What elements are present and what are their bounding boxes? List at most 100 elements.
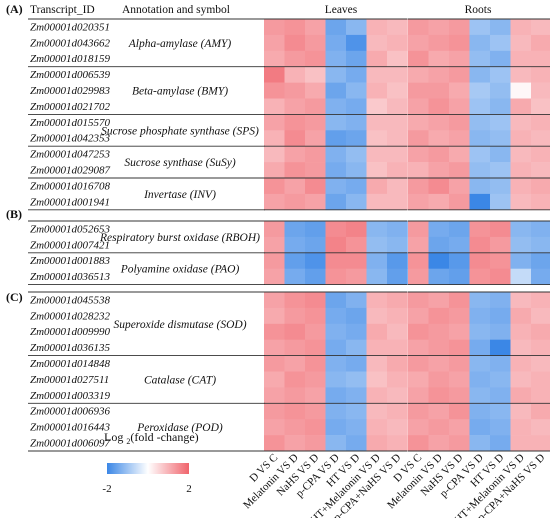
heatmap-cell-roots xyxy=(531,252,550,269)
heatmap-cell-leaves xyxy=(325,371,347,388)
heatmap-cell-roots xyxy=(469,34,491,52)
heatmap-cell-roots xyxy=(449,292,470,309)
heatmap-cell-leaves xyxy=(366,236,388,254)
heatmap-cell-leaves xyxy=(325,292,347,309)
heatmap-cell-leaves xyxy=(284,387,306,404)
heatmap-cell-leaves xyxy=(325,162,347,179)
heatmap-cell-roots xyxy=(490,435,511,452)
heatmap-cell-leaves xyxy=(325,19,347,36)
heatmap-cell-leaves xyxy=(325,82,347,99)
gene-rows: Zm00001d020351 Zm00001d043662 Zm00001d0181… xyxy=(30,21,260,449)
heatmap-cell-roots xyxy=(510,162,532,179)
heatmap-cell-leaves xyxy=(366,252,388,269)
heatmap-cell-roots xyxy=(510,307,532,325)
heatmap-cell-leaves xyxy=(284,307,306,325)
heatmap-cells xyxy=(264,19,550,452)
heatmap-cell-roots xyxy=(428,34,450,52)
heatmap-cell-roots xyxy=(510,292,532,309)
heatmap-cell-roots xyxy=(469,339,491,356)
heatmap-cell-roots xyxy=(531,268,550,285)
heatmap-cell-leaves xyxy=(284,114,306,131)
heatmap-cell-roots xyxy=(469,82,491,99)
heatmap-cell-leaves xyxy=(325,130,347,147)
transcript-id-label: Zm00001d036513 xyxy=(30,271,111,283)
heatmap-cell-leaves xyxy=(264,403,285,420)
legend-min-label: -2 xyxy=(102,483,111,495)
heatmap-cell-leaves xyxy=(387,50,408,67)
heatmap-cell-leaves xyxy=(305,339,326,356)
heatmap-cell-roots xyxy=(449,193,470,211)
heatmap-cell-roots xyxy=(490,193,511,211)
heatmap-cell-leaves xyxy=(346,221,367,238)
heatmap-cell-leaves xyxy=(366,193,388,211)
heatmap-cell-roots xyxy=(449,130,470,147)
heatmap-cell-roots xyxy=(469,268,491,285)
heatmap-cell-roots xyxy=(490,419,511,436)
heatmap-cell-roots xyxy=(531,130,550,147)
heatmap-cell-leaves xyxy=(284,162,306,179)
heatmap-cell-leaves xyxy=(325,236,347,254)
heatmap-cell-leaves xyxy=(305,178,326,195)
heatmap-cell-leaves xyxy=(387,130,408,147)
heatmap-cell-roots xyxy=(469,114,491,131)
heatmap-cell-roots xyxy=(428,403,450,420)
panel-label-c: (C) xyxy=(6,290,23,304)
heatmap-cell-leaves xyxy=(305,114,326,131)
heatmap-cell-roots xyxy=(428,114,450,131)
heatmap-cell-roots xyxy=(408,66,429,83)
heatmap-cell-leaves xyxy=(346,268,367,285)
transcript-id-label: Zm00001d006097 xyxy=(30,438,111,450)
heatmap-cell-roots xyxy=(510,114,532,131)
heatmap-cell-roots xyxy=(531,236,550,254)
heatmap-cell-roots xyxy=(510,50,532,67)
heatmap-cell-leaves xyxy=(346,130,367,147)
heatmap-cell-roots xyxy=(428,130,450,147)
heatmap-cell-roots xyxy=(531,34,550,52)
heatmap-cell-roots xyxy=(449,162,470,179)
heatmap-cell-roots xyxy=(449,435,470,452)
annotation-label: Catalase (CAT) xyxy=(144,374,216,386)
heatmap-cell-leaves xyxy=(284,82,306,99)
heatmap-cell-leaves xyxy=(366,50,388,67)
annotation-label: Invertase (INV) xyxy=(143,189,216,201)
heatmap-cell-roots xyxy=(490,355,511,372)
heatmap-cell-leaves xyxy=(366,435,388,452)
heatmap-cell-leaves xyxy=(387,403,408,420)
heatmap-cell-leaves xyxy=(366,162,388,179)
heatmap-cell-leaves xyxy=(284,98,306,115)
heatmap-cell-leaves xyxy=(346,162,367,179)
heatmap-cell-leaves xyxy=(366,307,388,325)
heatmap-cell-leaves xyxy=(346,355,367,372)
heatmap-cell-leaves xyxy=(305,252,326,269)
heatmap-cell-roots xyxy=(490,221,511,238)
heatmap-cell-roots xyxy=(490,34,511,52)
heatmap-cell-leaves xyxy=(387,34,408,52)
heatmap-cell-leaves xyxy=(284,34,306,52)
heatmap-cell-leaves xyxy=(325,193,347,211)
transcript-id-label: Zm00001d042353 xyxy=(30,133,111,145)
heatmap-cell-roots xyxy=(490,236,511,254)
panel-label-a: (A) xyxy=(6,2,23,16)
heatmap-cell-leaves xyxy=(346,98,367,115)
heatmap-cell-roots xyxy=(449,252,470,269)
heatmap-cell-roots xyxy=(449,66,470,83)
heatmap-cell-leaves xyxy=(346,435,367,452)
heatmap-cell-roots xyxy=(510,19,532,36)
heatmap-cell-roots xyxy=(490,307,511,325)
heatmap-cell-leaves xyxy=(264,82,285,99)
heatmap-cell-leaves xyxy=(387,307,408,325)
heatmap-cell-roots xyxy=(449,98,470,115)
heatmap-cell-roots xyxy=(428,419,450,436)
heatmap-cell-roots xyxy=(531,323,550,340)
heatmap-cell-roots xyxy=(490,268,511,285)
heatmap-cell-leaves xyxy=(366,323,388,340)
heatmap-cell-roots xyxy=(510,268,532,285)
heatmap-cell-roots xyxy=(469,403,491,420)
heatmap-cell-leaves xyxy=(284,268,306,285)
heatmap-cell-roots xyxy=(469,19,491,36)
heatmap-cell-roots xyxy=(531,435,550,452)
transcript-id-label: Zm00001d021702 xyxy=(30,101,111,113)
heatmap-cell-roots xyxy=(449,146,470,163)
heatmap-cell-roots xyxy=(510,146,532,163)
